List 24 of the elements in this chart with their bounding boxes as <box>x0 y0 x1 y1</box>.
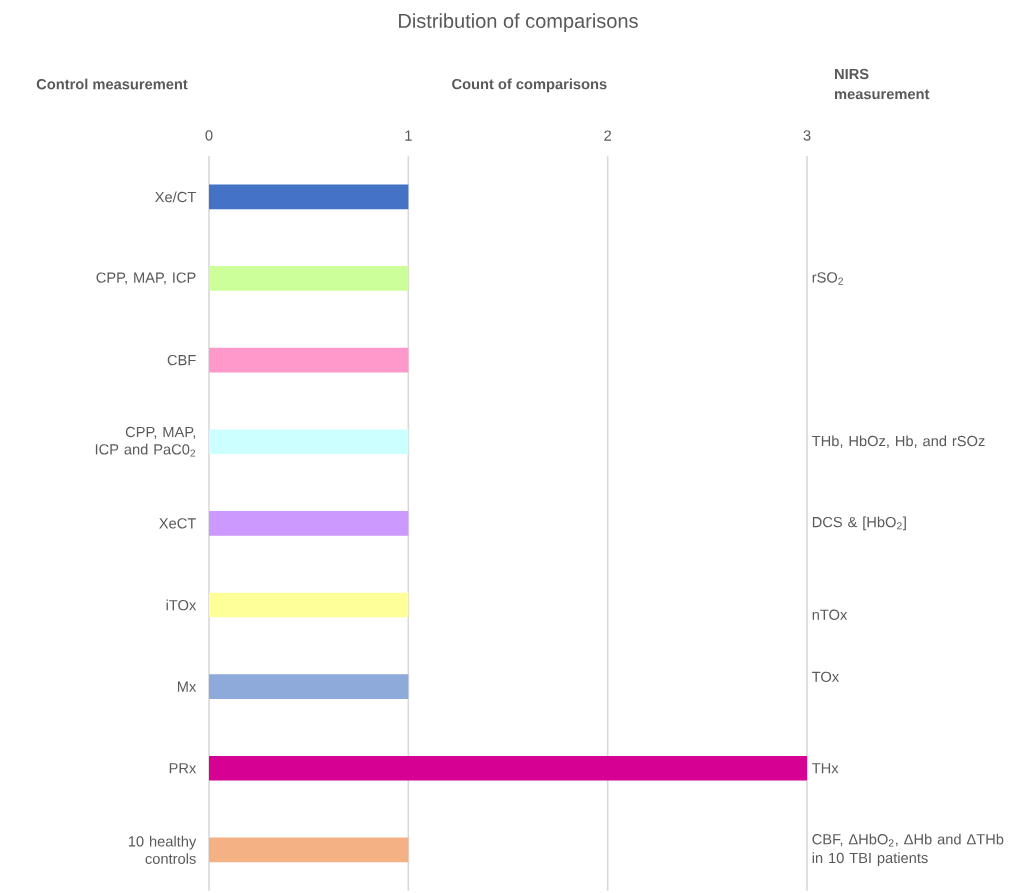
y2-axis-title: NIRS measurement <box>835 68 930 100</box>
y-tick-label: CBF <box>167 354 196 366</box>
x-tick-label: 0 <box>205 130 213 141</box>
y-tick-label: PRx <box>169 763 197 774</box>
x-tick-label: 1 <box>405 130 412 141</box>
y-tick-label: iTOx <box>166 599 197 611</box>
y-tick-label: Xe/CT <box>155 191 196 203</box>
x-tick-label: 2 <box>604 130 612 141</box>
y-axis-title: Control measurement <box>36 78 188 90</box>
text: nTOx <box>812 609 848 620</box>
x-tick-label: 3 <box>803 130 811 141</box>
y-tick-label: Mx <box>177 681 197 692</box>
text: CBF, ΔHbO$_{2}$, ΔHb and ΔTHb in 10 TBI patients <box>812 833 1004 866</box>
text: rSO$_{2}$ <box>812 272 843 285</box>
text: TOx <box>812 671 839 682</box>
x-axis-title: Count of comparisons <box>452 78 607 92</box>
y-tick-label: 10 healthy controls <box>128 835 197 864</box>
text: THb, HbOz, Hb, and rSOz <box>812 435 985 448</box>
chart-title: Distribution of comparisons <box>399 13 638 32</box>
text: THx <box>812 763 839 774</box>
y-tick-label: CPP, MAP, ICP and PaC0$_{2}$ <box>95 426 196 457</box>
text: DCS & [HbO$_{2}$] <box>812 516 906 531</box>
y-tick-label: CPP, MAP, ICP <box>96 272 196 285</box>
y-tick-label: XeCT <box>159 518 196 529</box>
